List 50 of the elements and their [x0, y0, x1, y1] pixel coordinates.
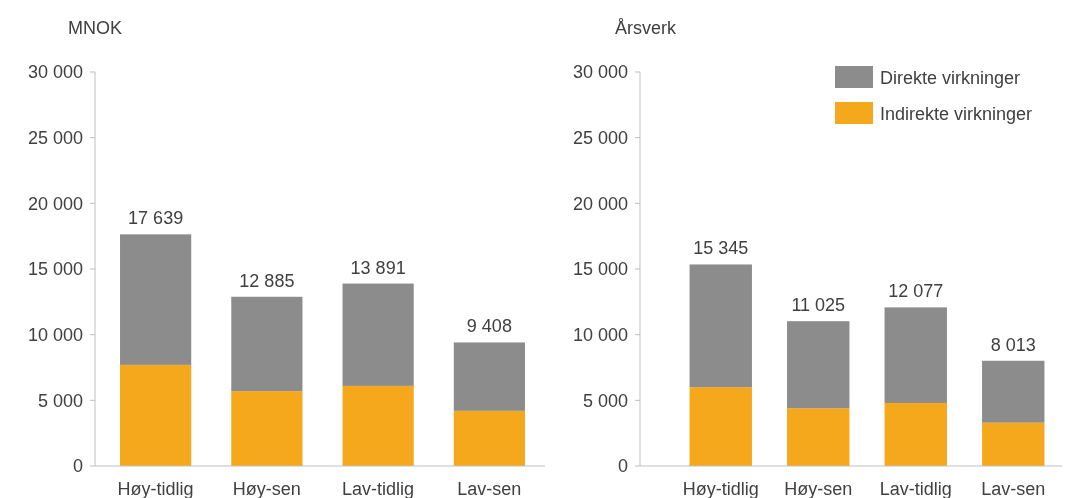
total-label: 8 013 [990, 334, 1036, 355]
y-tick-label: 20 000 [572, 193, 628, 214]
bar [982, 360, 1045, 423]
bar [120, 364, 192, 466]
total-label: 9 408 [466, 316, 512, 337]
y-tick-label: 0 [617, 456, 628, 477]
bar [787, 408, 850, 466]
bar [231, 296, 303, 392]
y-tick-label: 30 000 [27, 62, 83, 83]
x-tick-label: Lav-tidlig [342, 479, 415, 498]
bar [884, 307, 947, 403]
x-tick-label: Høy-sen [784, 479, 853, 498]
x-tick-label: Lav-tidlig [879, 479, 952, 498]
y-tick-label: 15 000 [572, 259, 628, 280]
y-axis-title: Årsverk [615, 18, 677, 38]
bar [120, 234, 192, 365]
y-tick-label: 25 000 [572, 127, 628, 148]
y-tick-label: 25 000 [27, 127, 83, 148]
total-label: 12 077 [888, 281, 944, 302]
total-label: 11 025 [791, 295, 846, 316]
bar [342, 385, 414, 466]
bar [884, 402, 947, 466]
y-tick-label: 5 000 [37, 390, 83, 411]
x-tick-label: Lav-sen [457, 479, 522, 498]
total-label: 13 891 [350, 257, 406, 278]
x-tick-label: Lav-sen [981, 479, 1046, 498]
legend-label: Direkte virkninger [880, 68, 1021, 88]
legend-label: Indirekte virkninger [880, 104, 1033, 124]
y-tick-label: 5 000 [582, 390, 628, 411]
y-tick-label: 10 000 [572, 324, 628, 345]
y-tick-label: 10 000 [27, 324, 83, 345]
total-label: 12 885 [239, 270, 295, 291]
total-label: 17 639 [128, 208, 184, 229]
bar [689, 387, 752, 466]
y-axis-title: MNOK [68, 18, 122, 38]
y-tick-label: 15 000 [27, 259, 83, 280]
bar [231, 391, 303, 466]
bar [982, 422, 1045, 466]
y-tick-label: 30 000 [572, 62, 628, 83]
bar [787, 321, 850, 409]
x-tick-label: Høy-tidlig [682, 479, 759, 498]
total-label: 15 345 [693, 238, 749, 259]
bar [342, 283, 414, 386]
x-tick-label: Høy-sen [232, 479, 301, 498]
y-tick-label: 0 [72, 456, 83, 477]
bar [453, 410, 525, 466]
bar [453, 342, 525, 411]
y-tick-label: 20 000 [27, 193, 83, 214]
x-tick-label: Høy-tidlig [117, 479, 194, 498]
bar [689, 264, 752, 388]
